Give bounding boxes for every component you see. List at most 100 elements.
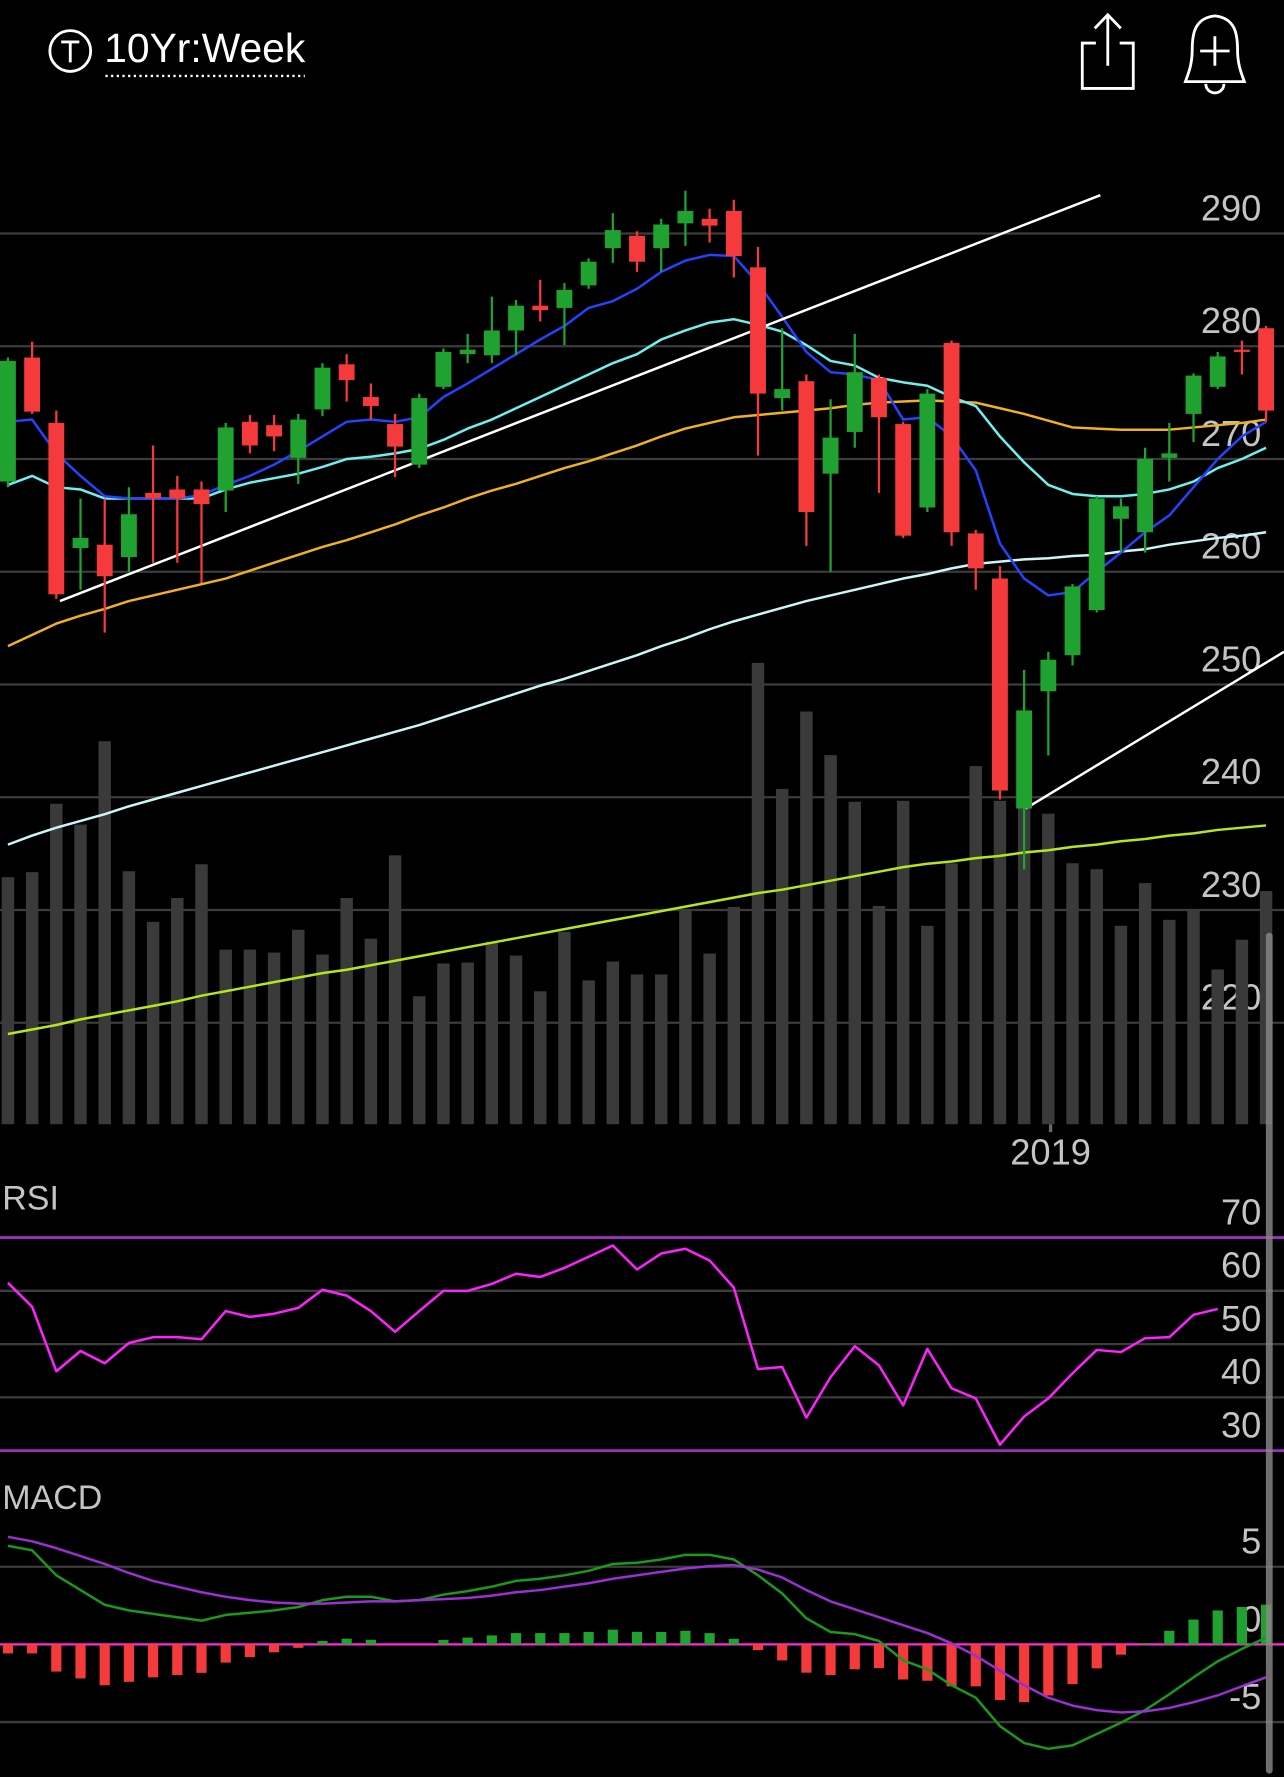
volume-bar (533, 991, 547, 1125)
histogram-bar (268, 1644, 280, 1653)
volume-bar (969, 766, 982, 1125)
volume-bar (509, 955, 523, 1125)
histogram-bar (2, 1644, 14, 1654)
volume-bar (243, 949, 257, 1125)
candle-body (290, 419, 307, 458)
histogram-bar (123, 1644, 135, 1682)
candle-body (798, 381, 815, 512)
y-tick-label: 5 (1241, 1521, 1261, 1562)
histogram-bar (777, 1644, 788, 1661)
series-line (7, 317, 1267, 500)
volume-bar (1090, 869, 1103, 1125)
series-line (7, 1535, 1267, 1714)
volume-bar (703, 953, 716, 1125)
histogram-bar (75, 1644, 86, 1679)
header: 10Yr:Week (48, 12, 1247, 95)
candle-body (677, 210, 694, 224)
volume-bar (654, 974, 668, 1125)
symbol-icon-ring (48, 29, 93, 73)
y-tick-label: 40 (1221, 1351, 1261, 1392)
volume-bar (340, 898, 353, 1125)
volume-bar (1, 877, 15, 1125)
candle-body (508, 305, 524, 331)
candle-body (48, 422, 65, 595)
candle-body (871, 377, 887, 418)
volume-bar (122, 871, 136, 1125)
candle-body (1137, 459, 1154, 533)
histogram-bar (922, 1644, 933, 1681)
candle-body (822, 437, 839, 474)
volume-bar (146, 921, 160, 1125)
share-button[interactable] (1080, 12, 1135, 90)
trendline (1024, 650, 1284, 810)
candle-body (24, 357, 41, 412)
histogram-bar (1019, 1644, 1030, 1703)
histogram-bar (293, 1644, 304, 1648)
y-tick-label: 70 (1221, 1191, 1261, 1232)
y-tick-label: 240 (1201, 751, 1261, 792)
y-tick-label: 60 (1221, 1245, 1261, 1286)
candle-body (1016, 710, 1033, 809)
histogram-bar (341, 1638, 352, 1645)
y-tick-label: 260 (1201, 526, 1261, 567)
symbol-icon-glyph (61, 40, 80, 63)
histogram-bar (148, 1644, 159, 1678)
candle-body (1088, 498, 1105, 611)
candle-body (314, 367, 331, 410)
candle-body (411, 398, 428, 465)
candle-body (604, 230, 621, 249)
candle-body (338, 364, 355, 381)
candle-body (1209, 356, 1226, 387)
volume-bar (413, 996, 426, 1125)
candle-body (459, 349, 476, 355)
histogram-bar (607, 1629, 618, 1645)
histogram-bar (728, 1638, 739, 1645)
candle-body (169, 489, 186, 499)
volume-bar (316, 954, 329, 1125)
candle-body (1258, 328, 1275, 411)
volume-bar (1235, 939, 1249, 1125)
alert-button[interactable] (1183, 14, 1247, 95)
histogram-bar (970, 1644, 981, 1687)
histogram-bar (244, 1644, 255, 1657)
candle-body (96, 544, 113, 577)
volume-bar (775, 788, 789, 1125)
histogram-bar (1164, 1630, 1175, 1645)
y-tick-label: 230 (1201, 864, 1261, 905)
panel-title: RSI (2, 1179, 59, 1217)
histogram-bar (172, 1644, 183, 1676)
histogram-bar (365, 1639, 376, 1645)
candle-body (532, 305, 549, 311)
y-tick-label: 250 (1201, 638, 1261, 679)
volume-bar (1066, 863, 1079, 1125)
candle-body (1040, 659, 1057, 692)
scrollbar (1265, 932, 1273, 1774)
volume-bar (50, 803, 63, 1125)
histogram-bar (220, 1644, 231, 1663)
histogram-bar (1043, 1644, 1054, 1696)
volume-bar (727, 906, 741, 1125)
volume-bar (25, 872, 39, 1125)
volume-bar (364, 938, 378, 1125)
histogram-bar (583, 1631, 594, 1645)
candle-body (1233, 349, 1250, 352)
candle-body (193, 489, 210, 505)
volume-bar (1138, 883, 1152, 1125)
symbol-icon[interactable] (48, 29, 93, 73)
candle-body (435, 351, 452, 387)
y-tick-label: 290 (1201, 187, 1261, 228)
volume-bar (292, 929, 305, 1125)
histogram-bar (680, 1630, 691, 1645)
volume-bar (461, 962, 474, 1125)
histogram-bar (752, 1644, 764, 1651)
volume-bar (558, 931, 571, 1125)
symbol-title[interactable]: 10Yr:Week (104, 25, 306, 71)
y-tick-label: 50 (1221, 1298, 1261, 1339)
candle-body (701, 218, 718, 226)
volume-bar (219, 949, 232, 1125)
candle-body (483, 330, 500, 356)
trendline (59, 194, 1101, 603)
histogram-bar (1067, 1644, 1078, 1685)
histogram-bar (27, 1644, 38, 1654)
